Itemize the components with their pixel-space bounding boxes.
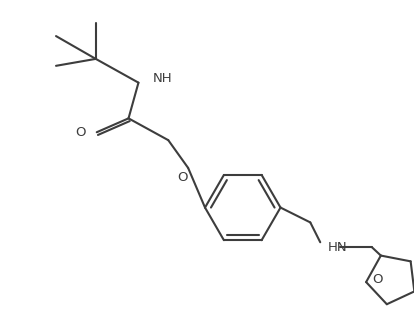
Text: O: O bbox=[372, 273, 383, 286]
Text: O: O bbox=[76, 126, 86, 139]
Text: O: O bbox=[177, 171, 188, 184]
Text: NH: NH bbox=[152, 72, 172, 85]
Text: HN: HN bbox=[328, 241, 348, 254]
